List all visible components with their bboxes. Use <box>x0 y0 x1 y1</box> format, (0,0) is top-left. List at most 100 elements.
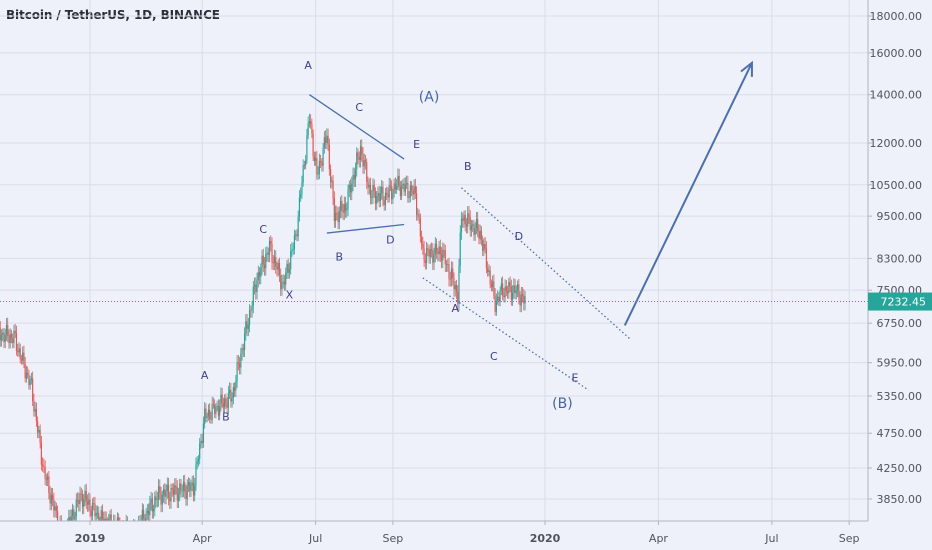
candle-body <box>480 230 483 241</box>
candle-body <box>191 482 193 486</box>
candle-body <box>152 508 155 512</box>
candle-body <box>238 363 241 368</box>
candle-body <box>154 496 156 509</box>
candle-body <box>74 516 76 520</box>
candle-body <box>100 510 102 521</box>
candle-body <box>521 294 524 296</box>
candle-body <box>30 378 33 380</box>
candle-body <box>267 252 269 255</box>
candle-body <box>389 185 392 187</box>
candle-body <box>298 197 301 217</box>
candle-body <box>275 256 277 267</box>
candle-body <box>217 405 219 416</box>
candle-body <box>33 401 35 412</box>
candle-body <box>50 495 52 504</box>
candle-body <box>368 184 370 188</box>
candle-body <box>175 485 177 488</box>
candle-body <box>176 487 178 501</box>
candle-body <box>205 408 207 418</box>
candle-body <box>15 333 18 351</box>
candle-body <box>38 430 40 433</box>
candle-body <box>381 186 383 194</box>
candle-body <box>241 348 243 354</box>
candle-body <box>427 248 429 250</box>
last-price-label: 7232.45 <box>881 296 927 309</box>
x-tick-label: Jul <box>764 532 778 545</box>
candle-body <box>519 297 521 306</box>
candle-body <box>301 182 303 195</box>
candle-body <box>341 200 343 211</box>
candle-body <box>215 406 217 414</box>
candle-body <box>122 528 123 529</box>
candle-body <box>137 531 138 537</box>
candle-body <box>156 499 158 500</box>
candle-body <box>258 271 261 277</box>
candle-body <box>54 506 56 511</box>
candle-body <box>85 490 87 502</box>
candle-body <box>457 291 459 304</box>
candle-body <box>414 186 416 194</box>
candle-body <box>403 183 405 192</box>
x-tick-label: Jul <box>308 532 322 545</box>
y-tick-label: 5350.00 <box>877 390 923 403</box>
candle-body <box>166 484 168 492</box>
candle-body <box>256 279 258 292</box>
candle-body <box>22 352 24 361</box>
candle-body <box>359 146 362 161</box>
y-tick-label: 8300.00 <box>877 252 923 265</box>
candle-body <box>447 264 449 265</box>
candle-body <box>165 491 167 497</box>
candle-body <box>84 490 86 499</box>
candle-body <box>489 270 491 284</box>
candle-body <box>494 295 496 312</box>
candle-body <box>425 248 428 263</box>
candle-body <box>231 398 233 402</box>
candle-body <box>460 218 463 233</box>
candle-body <box>413 186 415 195</box>
candle-body <box>56 510 59 521</box>
candle-body <box>129 529 130 538</box>
candle-body <box>12 337 14 344</box>
candle-body <box>98 512 100 521</box>
candle-body <box>207 409 210 417</box>
candle-body <box>449 278 451 280</box>
candle-body <box>306 135 308 160</box>
candle-body <box>138 522 139 530</box>
candle-body <box>29 379 31 386</box>
candle-body <box>67 525 68 540</box>
candle-body <box>119 523 120 535</box>
candle-body <box>248 310 251 325</box>
candle-body <box>500 283 502 291</box>
wave-label: C <box>259 223 267 236</box>
candle-body <box>139 522 140 528</box>
candle-body <box>234 387 236 391</box>
candle-body <box>23 352 25 365</box>
candle-body <box>503 295 505 298</box>
candle-body <box>253 284 256 287</box>
candle-body <box>44 466 46 479</box>
candle-body <box>70 516 72 521</box>
candle-body <box>268 241 271 255</box>
candle-body <box>136 525 137 537</box>
candle-body <box>107 524 108 532</box>
candle-body <box>420 236 423 244</box>
candle-body <box>490 283 492 288</box>
candle-body <box>361 146 363 155</box>
support-line <box>326 223 405 234</box>
candle-body <box>393 183 395 193</box>
candle-body <box>428 249 430 257</box>
candle-body <box>329 169 332 182</box>
candle-body <box>251 305 253 311</box>
candle-body <box>174 485 176 495</box>
candle-body <box>276 266 278 270</box>
candle-body <box>352 174 354 184</box>
candle-body <box>454 284 456 290</box>
candle-body <box>157 486 160 500</box>
candle-body <box>353 174 355 180</box>
candle-body <box>285 272 287 285</box>
candle-body <box>109 514 111 519</box>
candle-body <box>402 183 404 186</box>
candle-body <box>64 528 65 533</box>
candle-body <box>81 493 84 507</box>
